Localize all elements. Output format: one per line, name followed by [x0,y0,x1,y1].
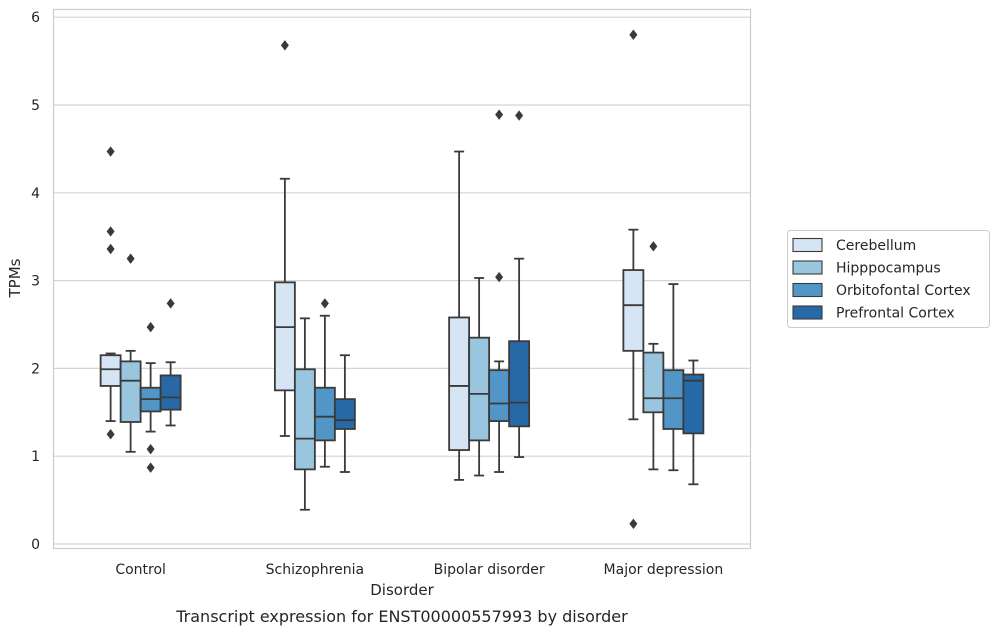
legend-swatch [792,237,823,253]
box-mark [293,317,316,511]
x-tick-label: Schizophrenia [266,562,364,578]
series-hipppocampus [119,241,665,511]
series-orbitofontal-cortex [139,109,685,473]
outlier-point [126,253,135,264]
legend-swatch [792,305,823,320]
box-body [508,340,531,428]
box-mark [682,359,705,486]
box-mark [313,298,336,468]
boxes [99,29,705,530]
box-mark [159,298,182,427]
y-axis-title: TPMs [6,258,24,298]
legend-label: Orbitofontal Cortex [836,283,971,299]
outlier-point [515,110,524,121]
outlier-point [106,226,115,237]
x-tick-label: Major depression [604,562,724,578]
box-body [333,398,356,430]
box-body [488,369,511,422]
box-body [99,354,122,387]
outlier-point [166,298,175,309]
box-body [468,336,491,442]
box-body [448,316,471,451]
box-mark [662,283,685,472]
chart-caption: Transcript expression for ENST0000055799… [175,607,628,626]
y-tick-label: 4 [31,186,40,202]
y-tick-label: 5 [31,98,40,114]
box-body [682,373,705,435]
box-mark [488,109,511,473]
box-mark [622,29,645,530]
y-tick-label: 6 [31,10,40,26]
box-body [622,269,645,352]
outlier-point [629,518,638,530]
box-body [662,369,685,430]
legend-swatch [792,260,823,275]
legend-label: Prefrontal Cortex [836,306,955,322]
legend-frame [787,230,990,328]
outlier-point [320,298,329,309]
box-mark [333,354,356,473]
outlier-point [495,271,504,283]
box-body [159,374,182,411]
legend: Cerebellum Hipppocampus Orbitofontal Corte… [787,230,990,328]
x-tick-label: Control [115,562,166,578]
outlier-point [106,146,115,157]
legend-label: Cerebellum [836,238,916,254]
box-body [642,351,665,414]
y-tick-label: 1 [31,449,40,465]
box-mark [468,277,491,477]
legend-swatch [792,282,823,298]
outlier-point [629,29,638,40]
box-body [273,281,296,392]
outlier-point [146,321,155,333]
box-body [293,368,316,471]
outlier-point [146,443,155,455]
outlier-point [495,109,504,120]
x-axis-title: Disorder [370,581,434,599]
box-mark [99,146,122,440]
box-mark [508,110,531,458]
y-tick-label: 0 [31,537,40,553]
outlier-point [649,241,658,252]
y-tick-label: 3 [31,274,40,290]
box-mark [119,253,142,453]
y-tick-label: 2 [31,361,40,377]
box-mark [642,241,665,471]
outlier-point [106,243,115,255]
box-mark [273,40,296,437]
outlier-point [146,462,155,473]
series-cerebellum [99,29,645,530]
y-tick-labels: 0 1 2 3 4 5 6 [31,10,40,553]
plot-frame [52,8,752,550]
box-body [119,360,142,423]
x-tick-labels: Control Schizophrenia Bipolar disorder Majo… [115,562,723,578]
legend-label: Hipppocampus [836,261,941,277]
box-mark [448,150,471,481]
outlier-point [280,40,289,51]
box-body [313,386,336,442]
box-mark [139,321,162,473]
x-tick-label: Bipolar disorder [434,562,545,578]
grid-lines [53,16,751,545]
series-prefrontal-cortex [159,110,705,486]
outlier-point [106,429,115,440]
